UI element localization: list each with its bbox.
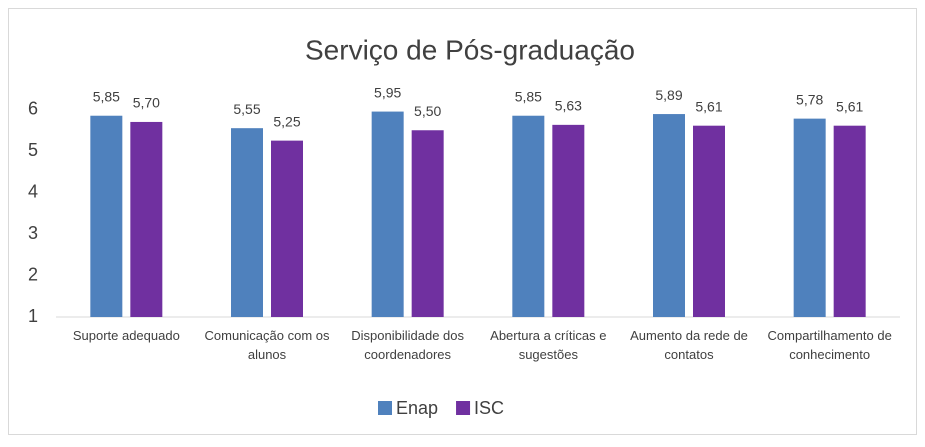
x-tick-label: Compartilhamento de conhecimento bbox=[768, 328, 892, 362]
legend-label: Enap bbox=[396, 398, 438, 418]
bar bbox=[552, 124, 585, 317]
value-label: 5,25 bbox=[273, 113, 300, 129]
y-tick-label: 2 bbox=[28, 264, 38, 284]
value-label: 5,63 bbox=[555, 98, 582, 114]
x-tick-label: Comunicação com os alunos bbox=[205, 328, 330, 362]
legend-label: ISC bbox=[474, 398, 504, 418]
x-tick-label: Disponibilidade dos coordenadores bbox=[351, 328, 464, 362]
value-label: 5,85 bbox=[93, 88, 120, 104]
bar bbox=[793, 118, 826, 317]
bar bbox=[90, 115, 123, 317]
value-label: 5,95 bbox=[374, 84, 401, 100]
y-tick-label: 4 bbox=[28, 181, 38, 201]
y-tick-label: 1 bbox=[28, 306, 38, 326]
value-label: 5,55 bbox=[233, 101, 260, 117]
value-label: 5,70 bbox=[133, 95, 160, 111]
bar bbox=[512, 115, 545, 317]
x-tick-label: Abertura a críticas e sugestões bbox=[490, 328, 606, 362]
value-label: 5,89 bbox=[655, 87, 682, 103]
value-label: 5,50 bbox=[414, 103, 441, 119]
legend-swatch bbox=[456, 401, 471, 415]
bar bbox=[653, 114, 685, 317]
bar bbox=[130, 121, 163, 317]
value-label: 5,61 bbox=[695, 98, 722, 114]
bar bbox=[371, 111, 404, 317]
y-tick-label: 5 bbox=[28, 140, 38, 160]
x-tick-label: Aumento da rede de contatos bbox=[630, 328, 748, 362]
y-tick-label: 6 bbox=[28, 98, 38, 118]
y-tick-label: 3 bbox=[28, 223, 38, 243]
bar bbox=[231, 128, 263, 317]
chart-title: Serviço de Pós-graduação bbox=[305, 34, 635, 65]
bar bbox=[693, 125, 725, 317]
bar bbox=[411, 130, 444, 317]
legend-swatch bbox=[378, 401, 392, 415]
value-label: 5,61 bbox=[836, 98, 863, 114]
value-label: 5,85 bbox=[515, 88, 542, 104]
value-label: 5,78 bbox=[796, 91, 823, 107]
x-tick-label: Suporte adequado bbox=[73, 328, 180, 343]
bar bbox=[833, 125, 866, 317]
bar bbox=[271, 140, 303, 317]
